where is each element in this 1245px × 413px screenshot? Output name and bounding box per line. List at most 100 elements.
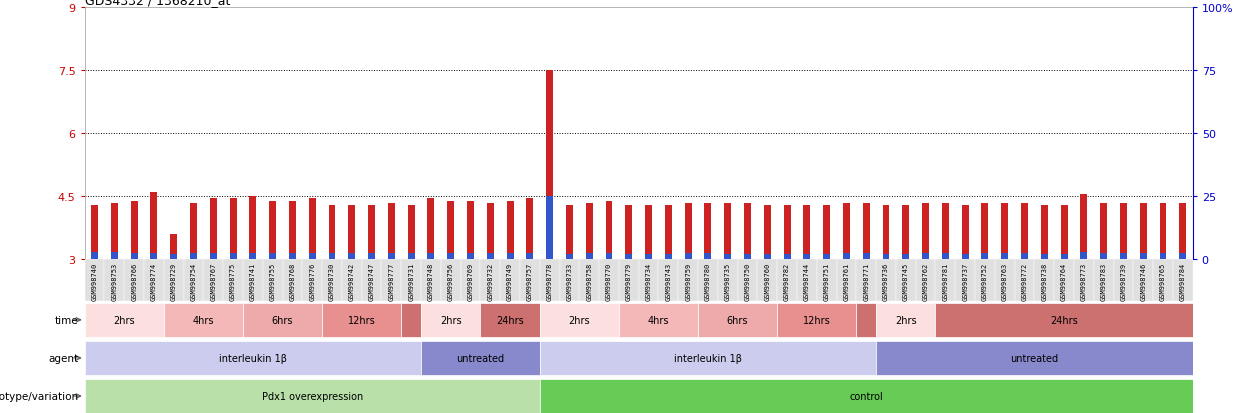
Bar bbox=[461, 260, 481, 301]
Text: GSM998765: GSM998765 bbox=[1160, 262, 1167, 300]
Bar bbox=[243, 260, 263, 301]
Text: GSM998775: GSM998775 bbox=[230, 262, 237, 300]
Bar bbox=[131, 254, 138, 260]
Bar bbox=[467, 254, 474, 260]
Bar bbox=[863, 254, 870, 260]
Bar bbox=[500, 260, 520, 301]
Text: GSM998738: GSM998738 bbox=[1041, 262, 1047, 300]
Bar bbox=[91, 252, 98, 260]
Text: untreated: untreated bbox=[1011, 353, 1058, 363]
Bar bbox=[876, 303, 935, 337]
Text: GSM998740: GSM998740 bbox=[92, 262, 97, 300]
Bar bbox=[388, 254, 395, 260]
Text: control: control bbox=[849, 391, 883, 401]
Text: 12hrs: 12hrs bbox=[803, 315, 830, 325]
Bar bbox=[1001, 254, 1008, 260]
Bar bbox=[665, 254, 672, 260]
Text: GSM998736: GSM998736 bbox=[883, 262, 889, 300]
Bar bbox=[164, 260, 183, 301]
Text: agent: agent bbox=[49, 353, 78, 363]
Text: 12hrs: 12hrs bbox=[347, 315, 376, 325]
Text: GSM998766: GSM998766 bbox=[131, 262, 137, 300]
Bar bbox=[1094, 260, 1113, 301]
Text: GSM998777: GSM998777 bbox=[388, 262, 395, 300]
Text: 6hrs: 6hrs bbox=[727, 315, 748, 325]
Bar bbox=[269, 201, 276, 260]
Bar bbox=[190, 254, 197, 260]
Bar bbox=[151, 193, 157, 260]
Bar bbox=[777, 303, 857, 337]
Bar bbox=[540, 303, 619, 337]
Bar bbox=[915, 260, 935, 301]
Text: GSM998746: GSM998746 bbox=[1140, 262, 1147, 300]
Bar bbox=[1120, 254, 1127, 260]
Bar bbox=[111, 203, 118, 260]
Bar bbox=[540, 379, 1193, 413]
Bar bbox=[585, 203, 593, 260]
Bar bbox=[547, 71, 553, 260]
Bar bbox=[263, 260, 283, 301]
Bar bbox=[725, 254, 731, 260]
Bar bbox=[619, 260, 639, 301]
Bar bbox=[605, 254, 613, 260]
Bar bbox=[599, 260, 619, 301]
Bar bbox=[857, 303, 876, 337]
Bar bbox=[151, 254, 157, 260]
Text: GSM998772: GSM998772 bbox=[1022, 262, 1027, 300]
Bar bbox=[896, 260, 916, 301]
Bar bbox=[745, 254, 751, 260]
Bar bbox=[1173, 260, 1193, 301]
Bar bbox=[843, 203, 850, 260]
Bar bbox=[1074, 260, 1094, 301]
Bar bbox=[645, 205, 652, 260]
Bar bbox=[1113, 260, 1133, 301]
Text: GSM998758: GSM998758 bbox=[586, 262, 593, 300]
Bar bbox=[705, 203, 711, 260]
Bar bbox=[487, 254, 494, 260]
Text: genotype/variation: genotype/variation bbox=[0, 391, 78, 401]
Bar bbox=[289, 201, 296, 260]
Text: GSM998757: GSM998757 bbox=[527, 262, 533, 300]
Bar bbox=[803, 205, 810, 260]
Bar bbox=[243, 303, 322, 337]
Text: GSM998748: GSM998748 bbox=[428, 262, 435, 300]
Bar bbox=[883, 254, 889, 260]
Text: GSM998779: GSM998779 bbox=[626, 262, 631, 300]
Bar bbox=[981, 254, 989, 260]
Bar bbox=[1159, 203, 1167, 260]
Bar bbox=[876, 260, 896, 301]
Bar bbox=[817, 260, 837, 301]
Bar bbox=[935, 260, 955, 301]
Bar bbox=[342, 260, 361, 301]
Bar bbox=[698, 260, 718, 301]
Bar bbox=[1179, 203, 1186, 260]
Text: GSM998768: GSM998768 bbox=[289, 262, 295, 300]
Bar bbox=[85, 341, 421, 375]
Bar bbox=[803, 254, 810, 260]
Text: GSM998750: GSM998750 bbox=[745, 262, 751, 300]
Text: GSM998751: GSM998751 bbox=[824, 262, 829, 300]
Text: GSM998733: GSM998733 bbox=[566, 262, 573, 300]
Text: GSM998743: GSM998743 bbox=[665, 262, 671, 300]
Bar bbox=[961, 205, 969, 260]
Bar bbox=[1153, 260, 1173, 301]
Bar bbox=[903, 254, 909, 260]
Text: 2hrs: 2hrs bbox=[895, 315, 916, 325]
Bar bbox=[725, 203, 731, 260]
Bar bbox=[837, 260, 857, 301]
Bar bbox=[619, 303, 698, 337]
Bar bbox=[923, 254, 929, 260]
Bar bbox=[421, 341, 540, 375]
Bar bbox=[249, 197, 256, 260]
Bar bbox=[369, 205, 375, 260]
Text: GSM998734: GSM998734 bbox=[646, 262, 651, 300]
Text: GSM998735: GSM998735 bbox=[725, 262, 731, 300]
Bar bbox=[718, 260, 737, 301]
Bar bbox=[764, 205, 771, 260]
Bar bbox=[903, 205, 909, 260]
Text: GSM998773: GSM998773 bbox=[1081, 262, 1087, 300]
Bar bbox=[329, 254, 335, 260]
Bar bbox=[1021, 254, 1028, 260]
Text: GSM998737: GSM998737 bbox=[962, 262, 969, 300]
Bar bbox=[1041, 254, 1048, 260]
